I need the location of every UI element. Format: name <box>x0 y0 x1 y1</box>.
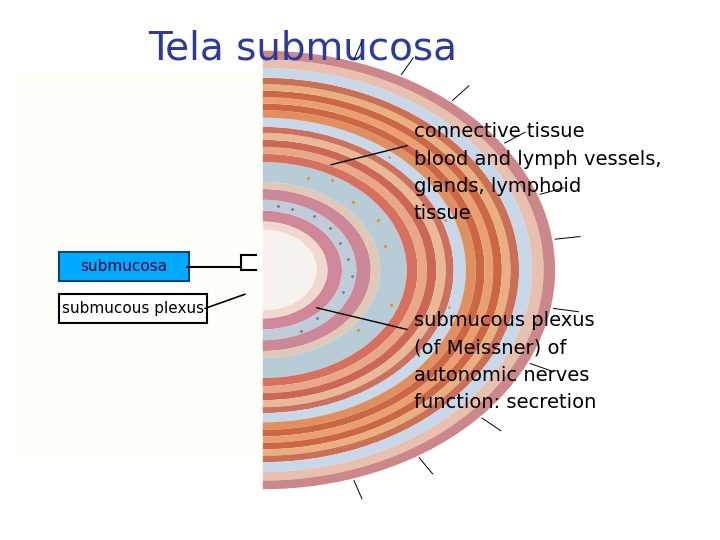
Wedge shape <box>263 59 544 481</box>
Wedge shape <box>263 110 476 430</box>
Wedge shape <box>263 104 485 436</box>
FancyBboxPatch shape <box>59 252 189 281</box>
Wedge shape <box>263 230 317 310</box>
Wedge shape <box>263 200 356 340</box>
FancyBboxPatch shape <box>14 70 403 459</box>
Wedge shape <box>263 221 328 319</box>
Wedge shape <box>263 97 493 443</box>
Wedge shape <box>263 91 502 449</box>
Text: connective tissue
blood and lymph vessels,
glands, lymphoid
tissue: connective tissue blood and lymph vessel… <box>414 123 662 223</box>
Wedge shape <box>263 127 454 413</box>
Wedge shape <box>263 140 436 400</box>
Wedge shape <box>263 211 342 329</box>
Wedge shape <box>263 51 555 489</box>
Text: Tela submucosa: Tela submucosa <box>148 30 457 68</box>
Text: submucous plexus
(of Meissner) of
autonomic nerves
function: secretion: submucous plexus (of Meissner) of autono… <box>414 312 596 412</box>
Wedge shape <box>263 154 418 386</box>
Wedge shape <box>263 189 371 351</box>
Wedge shape <box>263 147 427 393</box>
Wedge shape <box>263 84 510 456</box>
Text: submucous plexus: submucous plexus <box>62 301 204 316</box>
Wedge shape <box>263 78 519 462</box>
Wedge shape <box>263 118 466 422</box>
Wedge shape <box>263 133 446 407</box>
FancyBboxPatch shape <box>59 294 207 323</box>
Wedge shape <box>263 68 532 472</box>
Wedge shape <box>263 182 380 358</box>
Wedge shape <box>263 162 407 378</box>
Text: submucosa: submucosa <box>81 259 168 274</box>
